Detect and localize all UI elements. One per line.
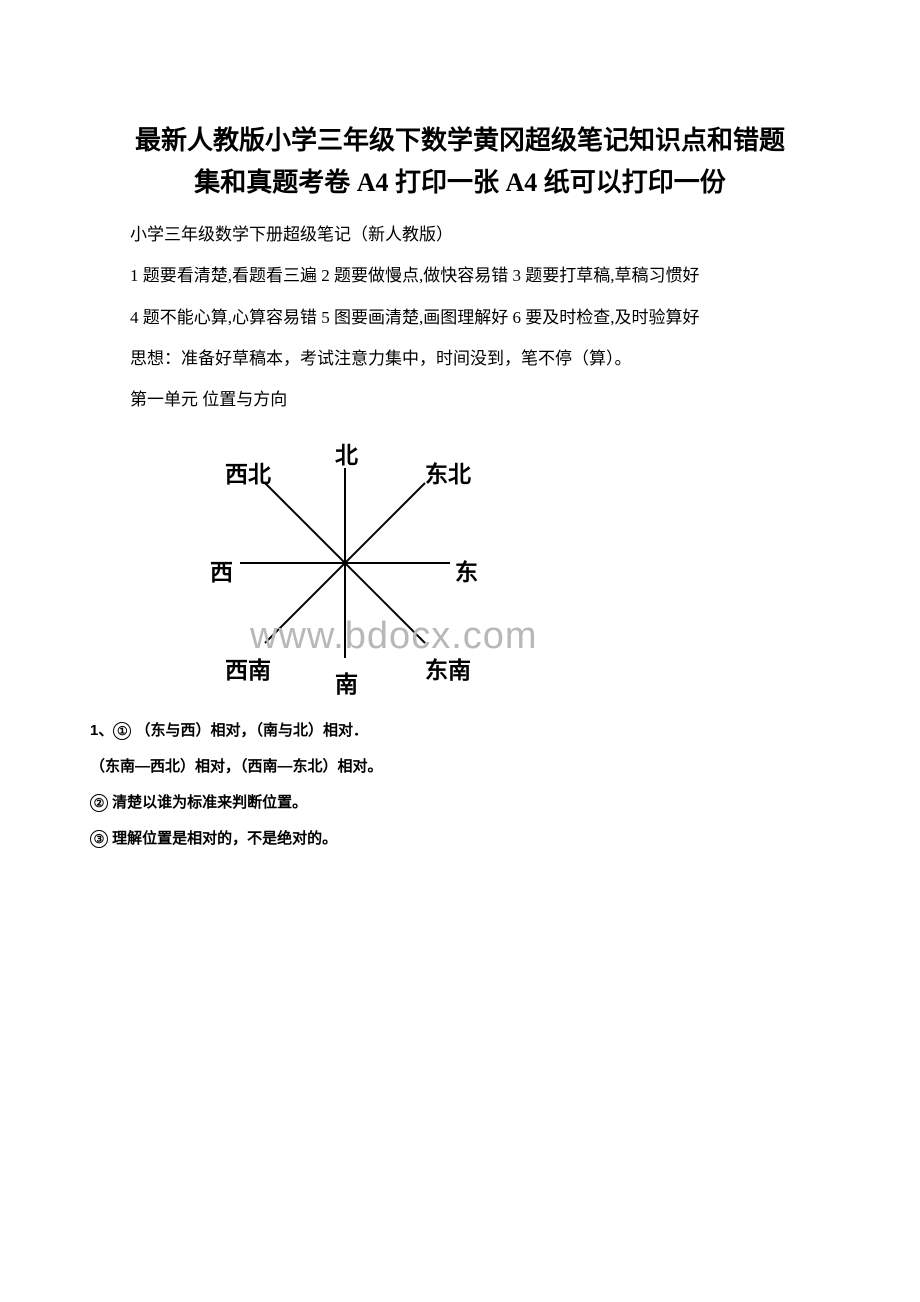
compass-diagram: 北 南 东 西 东北 西北 东南 西南 — [170, 433, 520, 693]
compass-label-west: 西 — [210, 553, 233, 587]
compass-label-northwest: 西北 — [225, 455, 271, 489]
circled-1-icon: ① — [113, 722, 131, 740]
statement-3: ② 清楚以谁为标准来判断位置。 — [90, 785, 920, 821]
thought-line: 思想：准备好草稿本，考试注意力集中，时间没到，笔不停（算）。 — [130, 345, 830, 372]
statement-1-prefix: 1、 — [90, 722, 113, 739]
statement-4-text: 理解位置是相对的，不是绝对的。 — [108, 830, 337, 847]
circled-3-icon: ③ — [90, 830, 108, 848]
document-page: 最新人教版小学三年级下数学黄冈超级笔记知识点和错题 集和真题考卷 A4 打印一张… — [0, 0, 920, 693]
statements-block: 1、① （东与西）相对，（南与北）相对． （东南—西北）相对，（西南—东北）相对… — [90, 713, 920, 857]
compass-label-southwest: 西南 — [225, 651, 271, 685]
title-line-2: 集和真题考卷 A4 打印一张 A4 纸可以打印一份 — [90, 162, 830, 204]
unit-title: 第一单元 位置与方向 — [130, 386, 830, 413]
compass-label-south: 南 — [335, 665, 358, 699]
statement-4: ③ 理解位置是相对的，不是绝对的。 — [90, 821, 920, 857]
subtitle: 小学三年级数学下册超级笔记（新人教版） — [130, 221, 830, 248]
title-line-1: 最新人教版小学三年级下数学黄冈超级笔记知识点和错题 — [90, 120, 830, 162]
tips-line-1: 1 题要看清楚,看题看三遍 2 题要做慢点,做快容易错 3 题要打草稿,草稿习惯… — [130, 262, 830, 289]
compass-label-southeast: 东南 — [425, 651, 471, 685]
statement-1-text: （东与西）相对，（南与北）相对． — [131, 722, 368, 739]
statement-1: 1、① （东与西）相对，（南与北）相对． — [90, 713, 920, 749]
main-title: 最新人教版小学三年级下数学黄冈超级笔记知识点和错题 集和真题考卷 A4 打印一张… — [90, 120, 830, 203]
tips-line-2: 4 题不能心算,心算容易错 5 图要画清楚,画图理解好 6 要及时检查,及时验算… — [130, 304, 830, 331]
statement-2: （东南—西北）相对，（西南—东北）相对。 — [90, 749, 920, 785]
statement-3-text: 清楚以谁为标准来判断位置。 — [108, 794, 307, 811]
circled-2-icon: ② — [90, 794, 108, 812]
compass-label-northeast: 东北 — [425, 455, 471, 489]
compass-label-east: 东 — [455, 553, 478, 587]
compass-label-north: 北 — [335, 436, 358, 470]
